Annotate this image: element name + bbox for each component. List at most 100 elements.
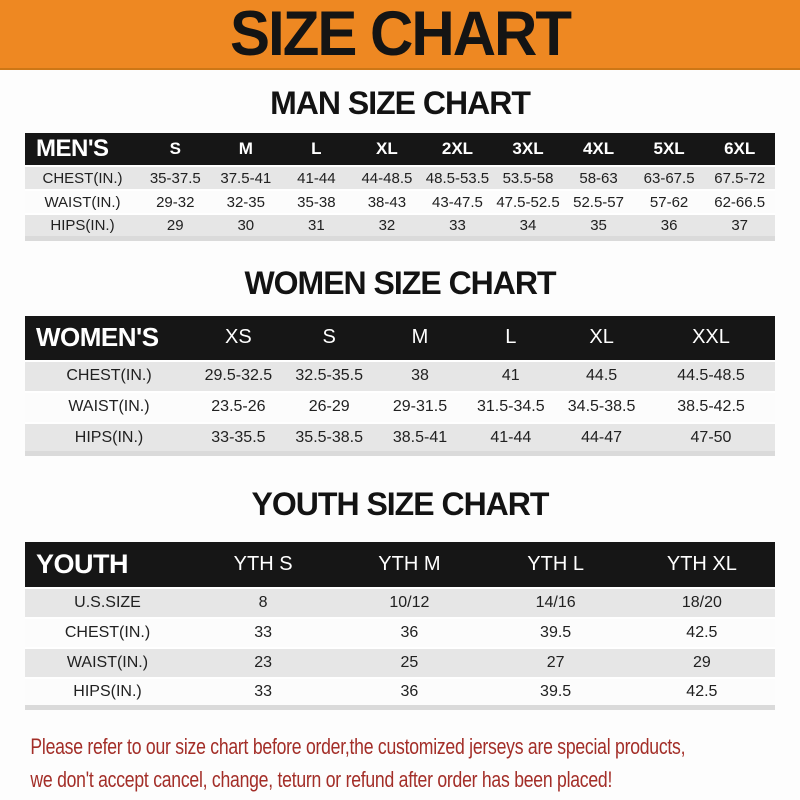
size-value-cell: 32.5-35.5 (283, 359, 375, 392)
size-column-header: XXL (692, 326, 730, 349)
table-header-row: YOUTH YTH S YTH M YTH L YTH XL (25, 541, 775, 588)
table-row: CHEST(IN.) 29.5-32.5 32.5-35.5 38 41 44.5 44.5… (25, 359, 775, 392)
size-value-cell: 42.5 (628, 616, 775, 648)
measurement-row-label: CHEST(IN.) (25, 165, 140, 191)
size-value-cell: 31.5-34.5 (465, 390, 557, 423)
size-value-cell: 38.5-41 (374, 421, 466, 454)
banner-title: SIZE CHART (230, 0, 572, 69)
size-value-cell: 35-37.5 (140, 165, 211, 191)
size-value-cell: 44.5-48.5 (647, 359, 775, 392)
size-value-cell: 36 (633, 213, 705, 239)
man-size-chart-heading: MAN SIZE CHART (270, 85, 531, 121)
size-column-header: S (322, 326, 336, 349)
section-man: MAN SIZE CHART MEN'S S M L XL 2XL 3XL 4XL 5XL 6XL C… (0, 70, 800, 241)
measurement-row-label: CHEST(IN.) (25, 616, 190, 648)
size-value-cell: 35-38 (281, 189, 352, 215)
size-value-cell: 44.5 (556, 359, 647, 392)
size-value-cell: 35.5-38.5 (283, 421, 375, 454)
size-value-cell: 36 (336, 676, 483, 708)
size-value-cell: 41-44 (465, 421, 557, 454)
size-value-cell: 35 (563, 213, 634, 239)
size-column-header: L (311, 139, 322, 159)
size-value-cell: 48.5-53.5 (422, 165, 493, 191)
size-column-header: L (505, 326, 517, 349)
table-header-row: WOMEN'S XS S M L XL XXL (25, 315, 775, 361)
measurement-row-label: WAIST(IN.) (25, 189, 140, 215)
size-value-cell: 25 (336, 646, 483, 678)
size-value-cell: 27 (482, 646, 629, 678)
size-value-cell: 44-48.5 (351, 165, 423, 191)
size-value-cell: 39.5 (482, 616, 629, 648)
size-value-cell: 52.5-57 (563, 189, 634, 215)
size-value-cell: 32-35 (210, 189, 282, 215)
man-size-table: MEN'S S M L XL 2XL 3XL 4XL 5XL 6XL CHEST(IN.) 35-37… (25, 133, 775, 241)
size-column-header: YTH L (527, 552, 584, 575)
footer-note: Please refer to our size chart before or… (0, 730, 800, 796)
size-value-cell: 37 (704, 213, 775, 239)
size-column-header: 3XL (512, 139, 544, 159)
size-column-header: YTH XL (666, 552, 737, 575)
man-group-label: MEN'S (36, 135, 109, 163)
size-column-header: XS (225, 326, 252, 349)
size-value-cell: 44-47 (556, 421, 647, 454)
size-column-header: S (169, 139, 181, 159)
size-value-cell: 26-29 (283, 390, 375, 423)
women-group-label: WOMEN'S (36, 322, 159, 353)
size-value-cell: 31 (281, 213, 352, 239)
table-row: HIPS(IN.) 29 30 31 32 33 34 35 36 37 (25, 213, 775, 239)
size-value-cell: 38-43 (351, 189, 423, 215)
size-value-cell: 37.5-41 (210, 165, 282, 191)
size-value-cell: 32 (351, 213, 423, 239)
measurement-row-label: WAIST(IN.) (25, 390, 193, 423)
women-size-table: WOMEN'S XS S M L XL XXL CHEST(IN.) 29.5-32.5 32.5… (25, 315, 775, 457)
banner: SIZE CHART (0, 0, 800, 70)
measurement-row-label: U.S.SIZE (25, 586, 190, 618)
size-value-cell: 8 (190, 586, 337, 618)
youth-group-label: YOUTH (36, 548, 129, 579)
size-value-cell: 39.5 (482, 676, 629, 708)
size-column-header: YTH M (378, 552, 441, 575)
size-column-header: 5XL (653, 139, 685, 159)
size-column-header: M (411, 326, 429, 349)
measurement-row-label: WAIST(IN.) (25, 646, 190, 678)
size-value-cell: 29.5-32.5 (193, 359, 284, 392)
size-value-cell: 23.5-26 (193, 390, 284, 423)
charts-container: MAN SIZE CHART MEN'S S M L XL 2XL 3XL 4XL 5XL 6XL C… (0, 70, 800, 711)
size-column-header: M (238, 139, 253, 159)
measurement-row-label: HIPS(IN.) (25, 421, 193, 454)
size-value-cell: 41 (465, 359, 557, 392)
table-row: HIPS(IN.) 33-35.5 35.5-38.5 38.5-41 41-44 44-… (25, 421, 775, 454)
size-value-cell: 34.5-38.5 (556, 390, 647, 423)
size-value-cell: 30 (210, 213, 282, 239)
size-column-header: YTH S (233, 552, 293, 575)
table-row: WAIST(IN.) 29-32 32-35 35-38 38-43 43-47.5 47.… (25, 189, 775, 215)
size-value-cell: 29-31.5 (374, 390, 466, 423)
size-value-cell: 18/20 (628, 586, 775, 618)
section-youth: YOUTH SIZE CHART YOUTH YTH S YTH M YTH L YTH … (0, 456, 800, 711)
size-value-cell: 10/12 (336, 586, 483, 618)
size-value-cell: 62-66.5 (704, 189, 775, 215)
table-row: U.S.SIZE 8 10/12 14/16 18/20 (25, 586, 775, 618)
size-value-cell: 29 (140, 213, 211, 239)
size-value-cell: 58-63 (563, 165, 634, 191)
table-header-row: MEN'S S M L XL 2XL 3XL 4XL 5XL 6XL (25, 133, 775, 167)
size-value-cell: 47.5-52.5 (492, 189, 564, 215)
size-column-header: 2XL (441, 139, 474, 159)
size-value-cell: 14/16 (482, 586, 629, 618)
size-value-cell: 33 (190, 676, 337, 708)
size-value-cell: 29-32 (140, 189, 211, 215)
size-value-cell: 33 (190, 616, 337, 648)
size-value-cell: 38.5-42.5 (647, 390, 775, 423)
table-row: HIPS(IN.) 33 36 39.5 42.5 (25, 676, 775, 708)
table-row: WAIST(IN.) 23 25 27 29 (25, 646, 775, 678)
size-column-header: XL (376, 139, 398, 159)
size-value-cell: 43-47.5 (422, 189, 493, 215)
size-value-cell: 41-44 (281, 165, 352, 191)
youth-size-chart-heading: YOUTH SIZE CHART (251, 486, 550, 523)
section-women: WOMEN SIZE CHART WOMEN'S XS S M L XL XXL CHEST(I… (0, 241, 800, 457)
size-column-header: XL (589, 326, 614, 349)
table-row: CHEST(IN.) 33 36 39.5 42.5 (25, 616, 775, 648)
size-value-cell: 36 (336, 616, 483, 648)
size-value-cell: 42.5 (628, 676, 775, 708)
